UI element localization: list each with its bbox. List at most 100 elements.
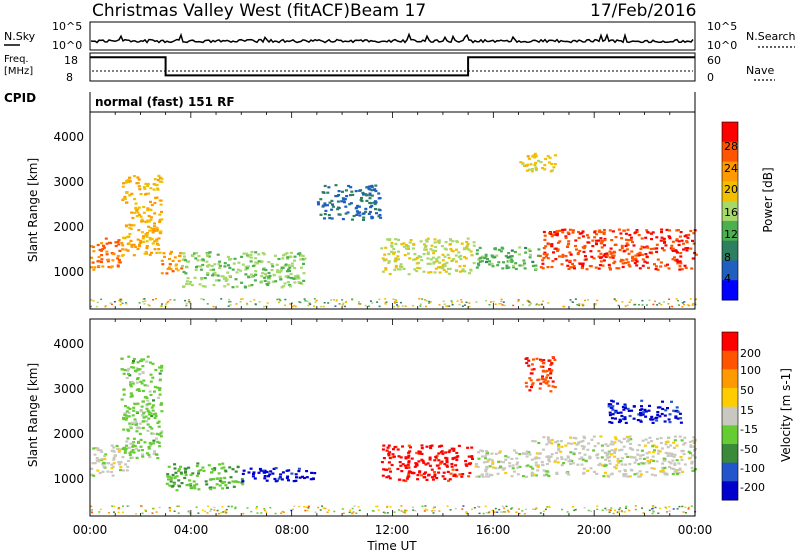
- velocity-cell: [153, 385, 157, 389]
- power-cell: [347, 184, 351, 188]
- power-cell: [494, 303, 497, 305]
- power-cell: [423, 243, 426, 246]
- velocity-cell: [127, 415, 131, 418]
- velocity-cell: [614, 509, 616, 511]
- power-cell: [596, 299, 599, 302]
- power-cell: [143, 252, 147, 255]
- velocity-cell: [435, 476, 439, 480]
- velocity-cell: [408, 450, 412, 453]
- velocity-cell: [679, 421, 683, 424]
- power-cell: [625, 242, 629, 245]
- power-cell: [356, 204, 360, 207]
- power-cell: [380, 247, 384, 250]
- velocity-cell: [388, 477, 392, 480]
- power-cell: [549, 232, 553, 235]
- velocity-cell: [225, 508, 228, 511]
- power-cell: [387, 253, 391, 256]
- power-cell: [237, 261, 241, 264]
- power-cell: [107, 241, 111, 244]
- velocity-cell: [113, 505, 116, 508]
- power-cell: [621, 265, 625, 269]
- velocity-cell: [612, 512, 615, 515]
- velocity-cell: [441, 452, 445, 455]
- velocity-cell: [570, 442, 573, 445]
- velocity-cell: [173, 476, 177, 479]
- velocity-cell: [142, 420, 146, 423]
- velocity-cell: [484, 505, 487, 508]
- velocity-cell: [144, 509, 147, 511]
- velocity-colorbar-segment: [722, 425, 738, 445]
- power-cell: [660, 304, 663, 306]
- power-cell: [626, 304, 629, 307]
- velocity-cell: [602, 475, 606, 478]
- velocity-cell: [156, 440, 160, 443]
- velocity-cell: [540, 377, 544, 380]
- velocity-cell: [541, 375, 544, 378]
- power-cell: [582, 250, 586, 253]
- velocity-cell: [541, 365, 545, 368]
- power-cell: [429, 271, 433, 274]
- power-cell: [101, 265, 105, 268]
- velocity-cell: [132, 437, 136, 440]
- power-cell: [154, 196, 158, 200]
- power-cell: [465, 244, 469, 247]
- velocity-cell: [148, 425, 152, 428]
- velocity-cell: [530, 368, 534, 371]
- velocity-cell: [189, 484, 192, 487]
- power-cell: [104, 237, 108, 240]
- power-cell: [205, 260, 209, 263]
- power-cell: [111, 253, 115, 256]
- velocity-cell: [195, 474, 199, 477]
- power-cell: [154, 183, 158, 186]
- velocity-cell: [386, 512, 389, 514]
- power-cell: [336, 200, 340, 203]
- velocity-cell: [199, 468, 203, 472]
- power-cell: [677, 243, 681, 247]
- power-cell: [114, 241, 118, 244]
- velocity-cell: [613, 455, 617, 458]
- power-cell: [585, 268, 589, 271]
- power-cell: [370, 189, 374, 192]
- power-cell: [575, 248, 578, 251]
- velocity-cell: [608, 421, 612, 424]
- power-cell: [299, 258, 303, 261]
- power-cell: [320, 305, 323, 308]
- power-cell: [620, 237, 624, 240]
- power-colorbar-segment: [722, 260, 738, 281]
- power-cell: [345, 300, 347, 303]
- power-cell: [223, 285, 227, 288]
- velocity-cell: [604, 458, 608, 461]
- velocity-cell: [123, 369, 127, 372]
- velocity-cell: [683, 463, 687, 466]
- power-cell: [296, 274, 300, 277]
- power-cell: [627, 239, 631, 242]
- velocity-cell: [348, 511, 351, 514]
- velocity-cell: [435, 454, 439, 457]
- velocity-cell: [550, 453, 554, 456]
- velocity-cell: [160, 366, 164, 369]
- power-cell: [484, 253, 488, 256]
- power-cell: [640, 237, 644, 240]
- velocity-cell: [140, 405, 144, 408]
- power-cell: [214, 274, 218, 277]
- velocity-cell: [389, 506, 392, 508]
- velocity-cell: [624, 421, 628, 424]
- velocity-cell: [448, 449, 452, 452]
- velocity-cell: [661, 407, 665, 411]
- velocity-cell: [386, 446, 390, 449]
- power-cell: [552, 233, 555, 236]
- velocity-cell: [177, 469, 181, 473]
- velocity-colorbar-segment: [722, 332, 738, 352]
- power-cell: [613, 260, 617, 263]
- velocity-cell: [145, 420, 149, 423]
- velocity-cell: [636, 449, 640, 452]
- velocity-cell: [111, 505, 114, 507]
- power-cell: [231, 286, 235, 289]
- velocity-cell: [295, 476, 298, 479]
- velocity-cell: [435, 464, 439, 467]
- power-cell: [340, 200, 344, 203]
- power-cell: [429, 248, 433, 251]
- velocity-cell: [600, 464, 604, 467]
- power-cell: [136, 247, 140, 251]
- power-cell: [359, 303, 362, 305]
